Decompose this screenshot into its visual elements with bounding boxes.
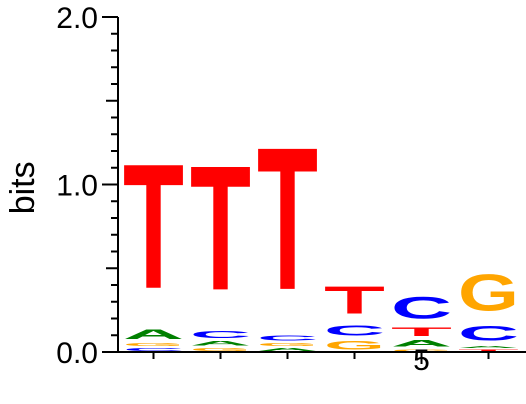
logo-letter-c-pos-1: C [123,347,184,352]
logo-letter-a-pos-1: A [123,327,184,342]
logo-letter-t-pos-3: T [257,105,318,332]
logo-letter-a-pos-3: A [257,347,318,352]
logo-letter-t-pos-1: T [123,126,184,326]
y-tick-label: 2.0 [56,2,98,35]
logo-letter-t-pos-5: T [391,325,452,338]
logo-letter-g-pos-4: G [324,338,385,351]
logo-letter-g-pos-1: G [123,342,184,347]
logo-letter-c-pos-6: C [458,322,519,345]
logo-letter-g-pos-6: G [458,264,519,322]
logo-letter-t-pos-4: T [324,278,385,322]
x-tick-label: 5 [413,344,430,377]
logo-letter-t-pos-6: T [458,349,519,352]
axes: 0.0 1.0 2.0 5 [56,2,526,377]
logo-letter-g-pos-5: G [391,349,452,352]
logo-letter-a-pos-6: A [458,345,519,348]
y-tick-label: 1.0 [56,170,98,203]
logo-letter-g-pos-2: G [190,347,251,352]
logo-letter-a-pos-2: A [190,340,251,347]
logo-letter-c-pos-5: C [391,290,452,325]
logo-letter-c-pos-3: C [257,334,318,342]
logo-letter-a-pos-5: A [391,339,452,349]
logo-letter-c-pos-4: C [324,322,385,339]
logo-letter-g-pos-3: G [257,342,318,347]
logo-letter-c-pos-2: C [190,329,251,341]
logo-letter-t-pos-2: T [190,128,251,328]
y-tick-label: 0.0 [56,337,98,370]
y-axis-title: bits [4,161,42,214]
